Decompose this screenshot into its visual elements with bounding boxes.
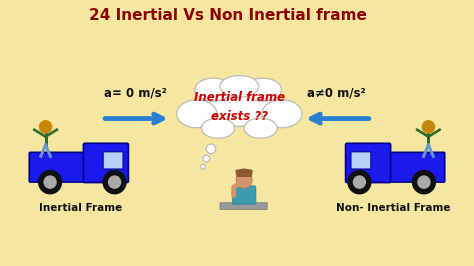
Ellipse shape <box>245 78 282 101</box>
Text: Inertial frame
exists ??: Inertial frame exists ?? <box>194 90 285 123</box>
Text: a≠0 m/s²: a≠0 m/s² <box>307 86 365 99</box>
FancyBboxPatch shape <box>220 203 267 210</box>
Circle shape <box>109 176 120 188</box>
Text: 24 Inertial Vs Non Inertial frame: 24 Inertial Vs Non Inertial frame <box>89 8 366 23</box>
Circle shape <box>39 121 52 133</box>
Circle shape <box>39 171 62 194</box>
Ellipse shape <box>201 87 277 126</box>
FancyBboxPatch shape <box>351 152 371 169</box>
FancyBboxPatch shape <box>29 152 86 182</box>
Circle shape <box>206 144 216 154</box>
FancyBboxPatch shape <box>346 143 391 182</box>
Circle shape <box>412 171 435 194</box>
FancyBboxPatch shape <box>388 152 445 182</box>
Circle shape <box>422 121 435 133</box>
Ellipse shape <box>220 76 259 97</box>
Circle shape <box>203 155 210 162</box>
Text: a= 0 m/s²: a= 0 m/s² <box>104 86 167 99</box>
Ellipse shape <box>195 78 232 101</box>
Ellipse shape <box>201 118 235 138</box>
Circle shape <box>354 176 365 188</box>
Circle shape <box>236 172 252 188</box>
Text: Non- Inertial Frame: Non- Inertial Frame <box>336 203 450 213</box>
Circle shape <box>201 164 205 169</box>
Circle shape <box>348 171 371 194</box>
Ellipse shape <box>244 118 277 138</box>
FancyBboxPatch shape <box>232 186 256 204</box>
Circle shape <box>44 176 56 188</box>
Ellipse shape <box>262 100 302 128</box>
Circle shape <box>103 171 126 194</box>
Polygon shape <box>236 169 252 176</box>
Ellipse shape <box>177 100 217 128</box>
Circle shape <box>418 176 430 188</box>
Text: Inertial Frame: Inertial Frame <box>39 203 123 213</box>
FancyBboxPatch shape <box>103 152 123 169</box>
FancyBboxPatch shape <box>83 143 128 182</box>
